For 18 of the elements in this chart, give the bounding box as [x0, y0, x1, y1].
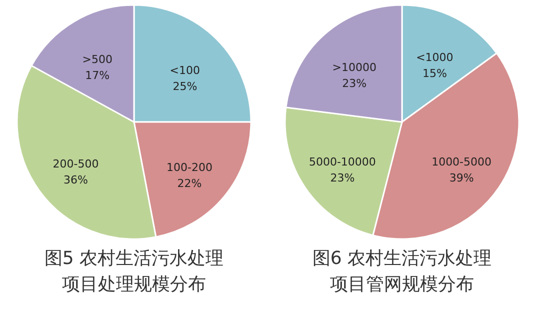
text: 图5 农村生活污水处理项目处理规模分布: [43, 247, 225, 297]
data-label: 23%: [330, 171, 355, 184]
slice-label: <1000: [416, 50, 454, 64]
data-label: 25%: [172, 80, 198, 94]
data-label: 15%: [422, 66, 447, 80]
slice-label: >10000: [332, 60, 376, 74]
data-label: 22%: [177, 176, 202, 190]
text: 图6 农村生活污水处理项目管网规模分布: [311, 247, 493, 297]
data-label: 17%: [85, 69, 110, 82]
data-label: 36%: [64, 173, 88, 186]
data-label: 39%: [449, 171, 474, 184]
data-label: 23%: [342, 76, 367, 90]
slice-label: 1000-5000: [432, 155, 492, 168]
slice-label: 5000-10000: [308, 155, 376, 168]
slice-label: 100-200: [166, 160, 212, 174]
slice-label: >500: [82, 53, 112, 66]
slice-label: 200-500: [52, 157, 99, 170]
slice-label: <100: [170, 64, 200, 78]
